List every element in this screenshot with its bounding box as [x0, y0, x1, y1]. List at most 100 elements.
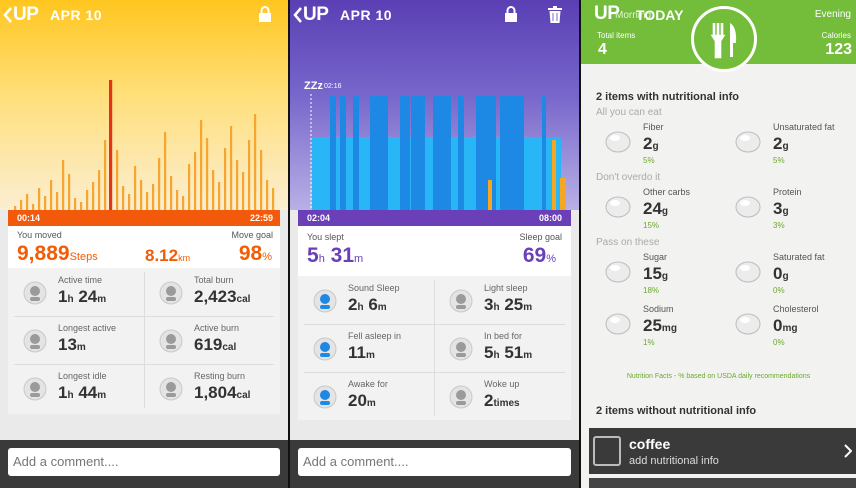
activity-bar: [56, 192, 59, 210]
food-entry-coffee[interactable]: coffee add nutritional info: [589, 428, 856, 474]
chevron-left-icon[interactable]: [293, 7, 303, 23]
activity-header: UP APR 10: [0, 0, 288, 30]
stat-cell: Light sleep 3h 25m: [440, 276, 570, 324]
chevron-left-icon[interactable]: [3, 7, 13, 23]
stat-label: Light sleep: [484, 283, 528, 293]
sleep-summary-card: You slept Sleep goal 5h 31m 69% Sound Sl…: [298, 226, 571, 420]
moved-label: You moved: [17, 230, 62, 240]
nutrient-label: Cholesterol: [773, 304, 819, 314]
activity-start-time: 00:14: [17, 213, 41, 223]
nutrient-pct: 18%: [643, 286, 660, 295]
evening-label[interactable]: Evening: [814, 9, 851, 20]
activity-bar: [152, 184, 155, 210]
sound-sleep-bar: [400, 96, 410, 210]
activity-bar: [182, 196, 185, 210]
sleep-goal-label: Sleep goal: [519, 232, 562, 242]
activity-bar: [218, 182, 221, 210]
activity-bar: [68, 174, 71, 210]
stat-cell: Woke up 2times: [440, 372, 570, 420]
move-goal-pct: 98%: [238, 242, 272, 265]
stat-value: 5h 51m: [484, 343, 533, 362]
activity-end-time: 22:59: [249, 213, 273, 223]
lock-icon[interactable]: [504, 6, 518, 22]
stat-value: 11m: [348, 343, 375, 362]
nutrient-value: 3g: [773, 199, 789, 218]
stat-label: Active burn: [194, 323, 240, 333]
sleep-comment-bar: Add a comment....: [290, 440, 579, 488]
activity-bar: [122, 186, 125, 210]
sound-sleep-bar: [370, 96, 388, 210]
nutrient-value: 24g: [643, 199, 669, 218]
activity-bar: [176, 190, 179, 210]
morning-label: Morning: [615, 10, 652, 21]
activity-bar: [38, 188, 41, 210]
grid-divider: [14, 364, 274, 365]
stat-cell: Longest idle 1h 44m: [14, 364, 144, 412]
stat-value: 1,804cal: [194, 383, 251, 402]
nutrient-label: Protein: [773, 187, 802, 197]
activity-bar: [80, 202, 83, 210]
nutrient-label: Other carbs: [643, 187, 691, 197]
sleep-goal-pct: 69%: [522, 244, 556, 267]
total-items-label: Total items: [597, 31, 636, 40]
sleep-panel: UP APR 10 ZZz 02:16 02:04 08:00 You slep…: [290, 0, 579, 488]
stat-cell: Resting burn 1,804cal: [150, 364, 280, 412]
sleep-start-marker: 02:16: [324, 83, 342, 90]
trash-icon[interactable]: [548, 6, 562, 23]
stat-cell: Fell asleep in 11m: [304, 324, 434, 372]
awake-icon: [312, 384, 338, 410]
activity-bar: [44, 196, 47, 210]
runner-timer-icon: [22, 328, 48, 354]
activity-bar: [134, 166, 137, 210]
sound-sleep-icon: [312, 288, 338, 314]
activity-bar: [206, 138, 209, 210]
lock-icon[interactable]: [258, 6, 272, 22]
nutrient-pct: 0%: [773, 286, 785, 295]
stat-label: Longest idle: [58, 371, 107, 381]
nutrient-item: Other carbs 24g 15%: [603, 187, 733, 233]
activity-bar: [170, 176, 173, 210]
activity-bar: [200, 120, 203, 210]
fell-asleep-icon: [312, 336, 338, 362]
nutrient-pct: 5%: [643, 156, 655, 165]
activity-comment-input[interactable]: Add a comment....: [8, 448, 280, 476]
stat-value: 2times: [484, 391, 520, 410]
activity-bar: [50, 180, 53, 210]
nutrient-item: Sugar 15g 18%: [603, 252, 733, 298]
sleep-comment-input[interactable]: Add a comment....: [298, 448, 571, 476]
activity-bar: [164, 132, 167, 210]
nutrient-value: 25mg: [643, 316, 677, 335]
light-sleep-icon: [448, 288, 474, 314]
stat-value: 1h 44m: [58, 383, 107, 402]
nutrient-item: Saturated fat 0g 0%: [733, 252, 856, 298]
nutrient-group-label: Pass on these: [596, 237, 660, 248]
next-entry-row[interactable]: [589, 478, 856, 488]
sleep-chart: [290, 0, 579, 210]
activity-bar: [128, 194, 131, 210]
activity-bar: [272, 188, 275, 210]
runner-flame-icon: [158, 328, 184, 354]
sound-sleep-bar: [353, 96, 359, 210]
stat-label: In bed for: [484, 331, 523, 341]
couch-timer-icon: [22, 376, 48, 402]
activity-bar: [254, 114, 257, 210]
butter-icon: [735, 261, 761, 283]
stat-value: 13m: [58, 335, 86, 354]
calories-label: Calories: [821, 31, 851, 40]
nutrient-group-label: All you can eat: [596, 107, 662, 118]
stat-value: 2h 6m: [348, 295, 387, 314]
couch-flame-icon: [158, 376, 184, 402]
entry-name: coffee: [629, 436, 671, 452]
calories-value: 123: [825, 41, 852, 58]
up-logo: UP: [13, 4, 39, 25]
sound-sleep-bar: [458, 96, 464, 210]
activity-bar: [140, 180, 143, 210]
runner-icon: [22, 280, 48, 306]
salt-shaker-icon: [605, 313, 631, 335]
nutrient-pct: 5%: [773, 156, 785, 165]
activity-bar: [98, 170, 101, 210]
grid-divider: [304, 372, 565, 373]
nutrition-footnote: Nutrition Facts - % based on USDA daily …: [626, 373, 811, 380]
stat-cell: Longest active 13m: [14, 316, 144, 364]
nutrient-group-label: Don't overdo it: [596, 172, 661, 183]
